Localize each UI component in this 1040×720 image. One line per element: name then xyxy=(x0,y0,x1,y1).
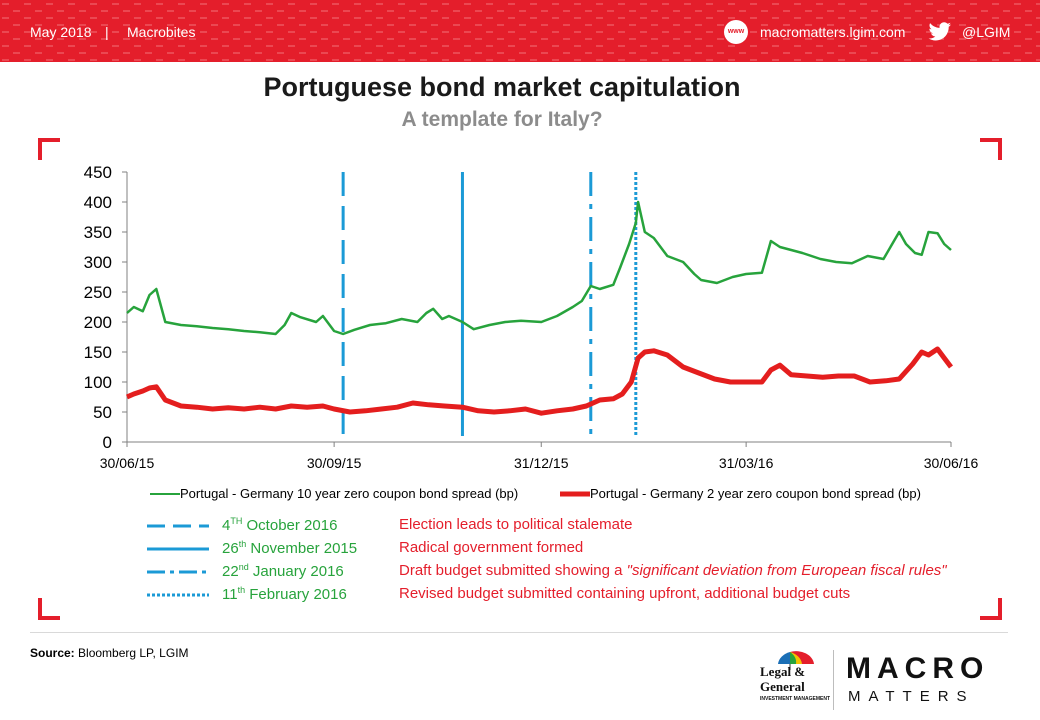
event-lines xyxy=(341,172,638,436)
lg-brand-line1: Legal & xyxy=(760,664,806,679)
event-date-1: 4TH October 2016 xyxy=(222,516,338,534)
header-bar: May 2018 | Macrobites www macromatters.l… xyxy=(0,0,1040,62)
y-tick-label: 100 xyxy=(84,373,112,392)
y-tick-label: 50 xyxy=(93,403,112,422)
source-note: Source: Bloomberg LP, LGIM xyxy=(30,646,189,660)
corner-bracket-bottom-left xyxy=(38,598,60,620)
chart-subtitle: A template for Italy? xyxy=(401,108,603,131)
x-tick-label: 30/09/15 xyxy=(307,455,362,471)
lg-brand-line3: INVESTMENT MANAGEMENT xyxy=(760,696,830,702)
y-tick-label: 250 xyxy=(84,283,112,302)
x-tick-label: 31/12/15 xyxy=(514,455,569,471)
header-section: Macrobites xyxy=(127,24,196,40)
y-axis: 0 50 100 150 200 250 300 350 400 450 xyxy=(84,163,128,452)
y-tick-label: 0 xyxy=(103,433,112,452)
legend-label-10y: Portugal - Germany 10 year zero coupon b… xyxy=(180,486,519,501)
chart-title: Portuguese bond market capitulation xyxy=(263,72,741,102)
y-tick-label: 150 xyxy=(84,343,112,362)
y-tick-label: 350 xyxy=(84,223,112,242)
x-tick-label: 31/03/16 xyxy=(719,455,774,471)
www-icon: www xyxy=(724,20,748,44)
legend-swatch-2y xyxy=(560,491,590,497)
event-desc-2: Radical government formed xyxy=(399,539,584,556)
macro-matters-subtitle: MATTERS xyxy=(848,688,975,705)
twitter-icon[interactable] xyxy=(928,22,952,42)
header-twitter-handle[interactable]: @LGIM xyxy=(962,24,1011,40)
header-pattern xyxy=(0,0,1040,62)
series-line-2y xyxy=(125,346,953,416)
event-desc-1: Election leads to political stalemate xyxy=(399,516,633,533)
y-tick-label: 400 xyxy=(84,193,112,212)
x-tick-label: 30/06/16 xyxy=(924,455,979,471)
macro-matters-title: MACRO xyxy=(846,652,990,685)
umbrella-logo xyxy=(778,651,814,670)
lg-brand-line2: General xyxy=(760,679,805,694)
y-tick-label: 200 xyxy=(84,313,112,332)
header-website-link[interactable]: macromatters.lgim.com xyxy=(760,24,906,40)
event-date-2: 26th November 2015 xyxy=(222,539,358,557)
header-date: May 2018 xyxy=(30,24,92,40)
corner-bracket-top-left xyxy=(38,138,60,160)
x-tick-label: 30/06/15 xyxy=(100,455,155,471)
series-lines xyxy=(125,200,953,416)
event-date-3: 22nd January 2016 xyxy=(222,562,344,580)
event-key-swatches xyxy=(147,524,209,597)
corner-bracket-bottom-right xyxy=(980,598,1002,620)
event-desc-4: Revised budget submitted containing upfr… xyxy=(399,585,851,602)
y-tick-label: 450 xyxy=(84,163,112,182)
brand-separator xyxy=(833,650,834,710)
event-date-4: 11th February 2016 xyxy=(222,585,347,603)
legend-label-2y: Portugal - Germany 2 year zero coupon bo… xyxy=(590,486,921,501)
y-tick-label: 300 xyxy=(84,253,112,272)
series-line-10y xyxy=(126,200,952,336)
event-desc-3: Draft budget submitted showing a "signif… xyxy=(399,562,947,579)
corner-bracket-top-right xyxy=(980,138,1002,160)
footer-divider xyxy=(30,632,1008,633)
legend-swatch-10y xyxy=(150,493,180,495)
header-separator: | xyxy=(105,24,109,40)
x-axis: 30/06/15 30/09/15 31/12/15 31/03/16 30/06/16 xyxy=(100,441,979,471)
